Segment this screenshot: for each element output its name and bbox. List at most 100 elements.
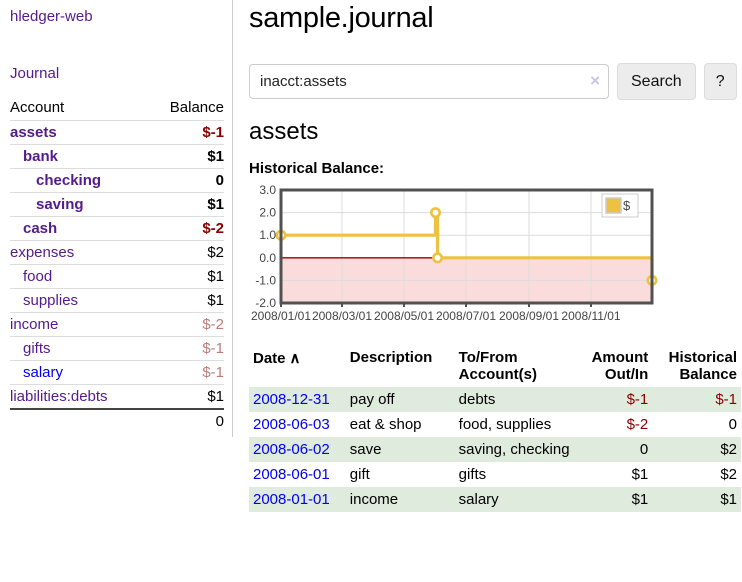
- account-row: checking 0: [10, 168, 224, 192]
- sidebar-account-link-checking[interactable]: checking: [36, 172, 102, 189]
- svg-text:2.0: 2.0: [259, 206, 276, 220]
- svg-text:2008/05/01: 2008/05/01: [374, 309, 434, 323]
- svg-text:0.0: 0.0: [259, 251, 276, 265]
- txn-accounts-cell: saving, checking: [458, 441, 570, 458]
- txn-date-cell: 2008-06-02: [249, 437, 346, 462]
- col-header-balance: Historical Balance: [668, 349, 737, 383]
- transaction-row: 2008-01-01 income salary $1 $1: [249, 487, 741, 512]
- txn-description-cell: eat & shop: [349, 416, 422, 433]
- search-row: × Search ?: [249, 63, 742, 100]
- sidebar-account-link-expenses[interactable]: expenses: [10, 244, 75, 261]
- svg-text:-1.0: -1.0: [255, 273, 276, 287]
- txn-accounts-cell: gifts: [458, 466, 487, 483]
- txn-accounts-cell: debts: [458, 391, 496, 408]
- account-row: assets $-1: [10, 120, 224, 144]
- account-balance: $-1: [202, 124, 224, 141]
- sidebar-account-link-saving[interactable]: saving: [36, 196, 84, 213]
- transaction-row: 2008-06-02 save saving, checking 0 $2: [249, 437, 741, 462]
- account-balance: $-2: [202, 220, 224, 237]
- sidebar-account-link-income[interactable]: income: [10, 316, 59, 333]
- accounts-header-account: Account: [10, 99, 65, 116]
- sort-asc-icon: ∧: [289, 350, 301, 367]
- sidebar-account-link-supplies[interactable]: supplies: [23, 292, 79, 309]
- account-row: gifts $-1: [10, 336, 224, 360]
- txn-balance-cell: $2: [720, 466, 737, 483]
- svg-text:2008/09/01: 2008/09/01: [499, 309, 559, 323]
- sidebar-account-link-liabilities-debts[interactable]: liabilities:debts: [10, 388, 108, 405]
- txn-balance-cell: $2: [720, 441, 737, 458]
- txn-amount-cell: $-1: [626, 391, 649, 408]
- help-button[interactable]: ?: [703, 63, 737, 100]
- sidebar-account-link-bank[interactable]: bank: [23, 148, 59, 165]
- txn-accounts-cell: food, supplies: [458, 416, 552, 433]
- search-button[interactable]: Search: [617, 63, 696, 100]
- account-balance: $1: [207, 148, 224, 165]
- txn-amount-cell: 0: [639, 441, 649, 458]
- accounts-total-value: 0: [215, 413, 224, 430]
- account-row: cash $-2: [10, 216, 224, 240]
- sidebar-account-link-food[interactable]: food: [23, 268, 53, 285]
- transaction-row: 2008-06-03 eat & shop food, supplies $-2 0: [249, 412, 741, 437]
- account-balance: $2: [207, 244, 224, 261]
- sidebar-item-journal[interactable]: Journal: [10, 65, 60, 82]
- app-title-link[interactable]: hledger-web: [10, 8, 93, 25]
- account-row: expenses $2: [10, 240, 224, 264]
- transaction-row: 2008-12-31 pay off debts $-1 $-1: [249, 387, 741, 412]
- account-balance: 0: [215, 172, 224, 189]
- accounts-total-row: 0: [10, 408, 224, 433]
- txn-description-cell: save: [349, 441, 382, 458]
- svg-text:2008/03/01: 2008/03/01: [312, 309, 372, 323]
- sidebar-account-link-assets[interactable]: assets: [10, 124, 57, 141]
- svg-text:-2.0: -2.0: [255, 296, 276, 310]
- account-balance: $1: [207, 388, 224, 405]
- txn-balance-cell: $-1: [715, 391, 737, 408]
- transaction-row: 2008-06-01 gift gifts $1 $2: [249, 462, 741, 487]
- account-row: liabilities:debts $1: [10, 384, 224, 408]
- sidebar-account-link-gifts[interactable]: gifts: [23, 340, 51, 357]
- account-row: food $1: [10, 264, 224, 288]
- col-header-description: Description: [349, 349, 433, 366]
- txn-date-cell: 2008-12-31: [249, 387, 346, 412]
- page: hledger-web Journal Account Balance asse…: [0, 0, 742, 512]
- sidebar-account-link-salary[interactable]: salary: [23, 364, 64, 381]
- account-balance: $-1: [202, 340, 224, 357]
- page-title: sample.journal: [249, 2, 434, 34]
- txn-accounts-cell: salary: [458, 491, 499, 508]
- account-row: bank $1: [10, 144, 224, 168]
- col-header-accounts: To/From Account(s): [458, 349, 537, 383]
- txn-balance-cell: $1: [720, 491, 737, 508]
- search-box: ×: [249, 64, 609, 99]
- historical-balance-chart: $3.0 2.0 1.0 0.0 -1.0 -2.0 2008/01/01 2008/03/0…: [249, 183, 742, 331]
- account-title: assets: [249, 118, 319, 145]
- txn-date-link[interactable]: 2008-06-03: [253, 416, 330, 433]
- account-row: salary $-1: [10, 360, 224, 384]
- col-header-date[interactable]: Date ∧: [253, 350, 301, 367]
- svg-text:2008/01/01: 2008/01/01: [251, 309, 311, 323]
- txn-amount-cell: $1: [631, 466, 649, 483]
- txn-amount-cell: $-2: [626, 416, 649, 433]
- sidebar: hledger-web Journal Account Balance asse…: [0, 0, 233, 437]
- svg-text:2008/07/01: 2008/07/01: [436, 309, 496, 323]
- clear-search-icon[interactable]: ×: [590, 71, 600, 90]
- account-row: saving $1: [10, 192, 224, 216]
- account-balance: $1: [207, 268, 224, 285]
- search-input[interactable]: [249, 64, 609, 99]
- chart-label: Historical Balance:: [249, 160, 385, 177]
- txn-date-cell: 2008-01-01: [249, 487, 346, 512]
- col-header-amount: Amount Out/In: [591, 349, 649, 383]
- account-balance: $-1: [202, 364, 224, 381]
- txn-date-link[interactable]: 2008-06-02: [253, 441, 330, 458]
- txn-date-cell: 2008-06-03: [249, 412, 346, 437]
- accounts-header-row: Account Balance: [10, 96, 224, 120]
- txn-description-cell: pay off: [349, 391, 395, 408]
- sidebar-account-link-cash[interactable]: cash: [23, 220, 58, 237]
- txn-date-link[interactable]: 2008-01-01: [253, 491, 330, 508]
- txn-description-cell: gift: [349, 466, 370, 483]
- txn-description-cell: income: [349, 491, 399, 508]
- transactions-table: Date ∧ Description To/From Account(s) Amo…: [249, 347, 741, 512]
- account-row: supplies $1: [10, 288, 224, 312]
- svg-text:3.0: 3.0: [259, 185, 276, 197]
- txn-date-link[interactable]: 2008-06-01: [253, 466, 330, 483]
- txn-date-link[interactable]: 2008-12-31: [253, 391, 330, 408]
- accounts-header-balance: Balance: [169, 99, 224, 116]
